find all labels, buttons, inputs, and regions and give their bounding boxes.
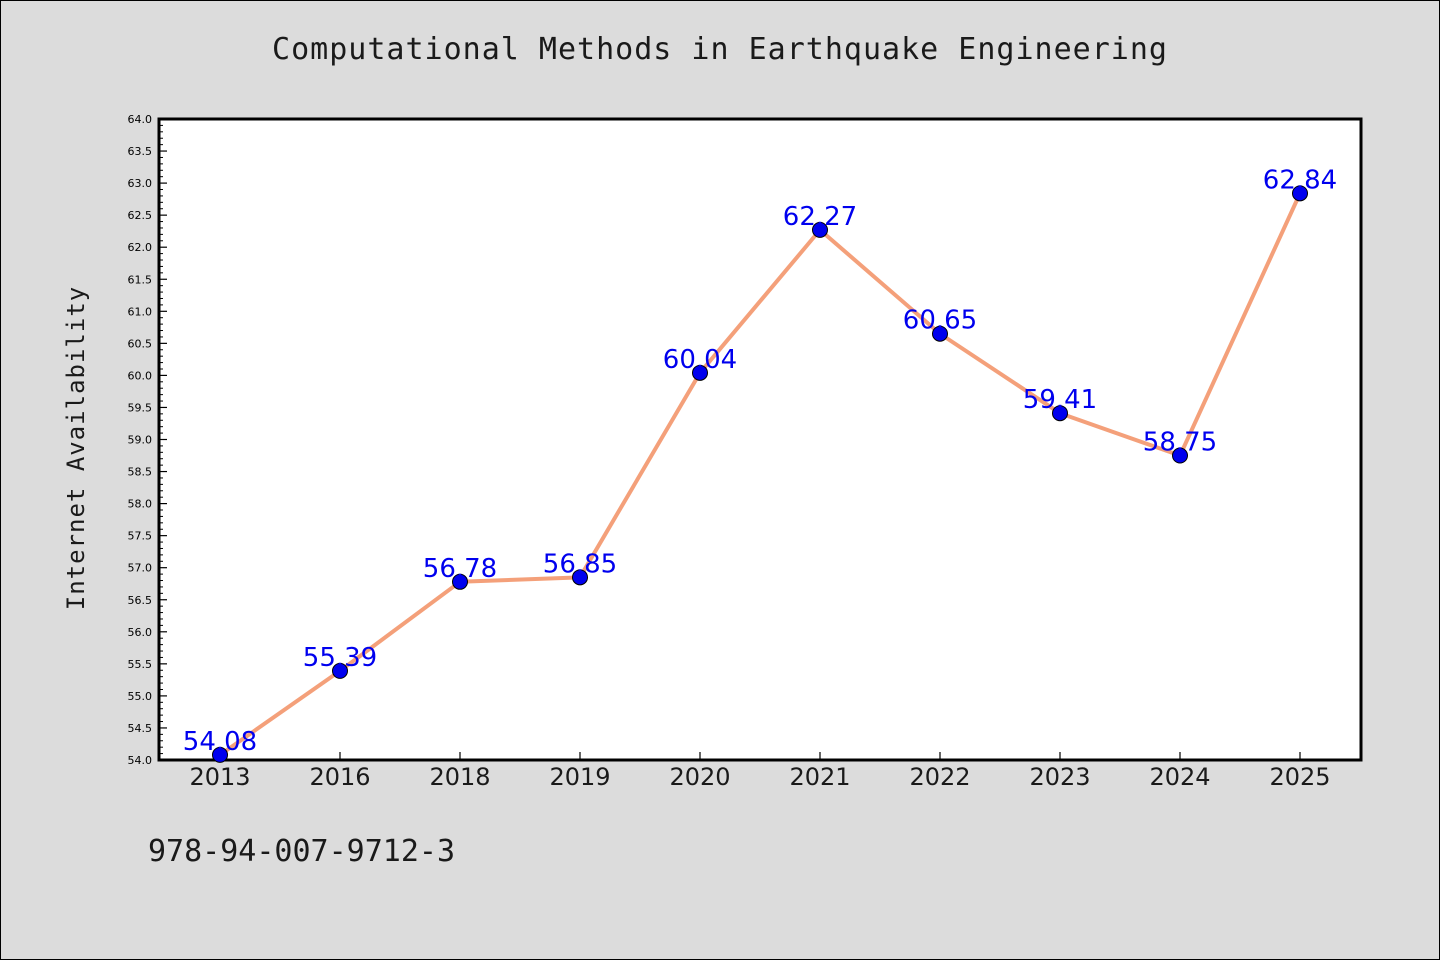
data-label: 62.27 <box>783 202 857 232</box>
data-point <box>1052 405 1068 422</box>
data-label: 55.39 <box>303 643 377 673</box>
y-tick-label: 54.0 <box>128 754 153 767</box>
data-point <box>452 573 468 590</box>
data-markers <box>212 185 1308 763</box>
y-tick-label: 64.0 <box>128 113 153 126</box>
series-line <box>218 192 1302 757</box>
y-tick-label: 58.5 <box>128 466 153 479</box>
y-tick-label: 56.0 <box>128 626 153 639</box>
data-label: 54.08 <box>183 727 257 757</box>
data-label: 58.75 <box>1143 428 1217 458</box>
data-label: 60.04 <box>663 345 737 375</box>
data-point <box>1172 447 1188 464</box>
data-labels: 54.08 55.39 56.78 56.85 60.04 62.27 60.65 59.41… <box>183 165 1337 757</box>
y-tick-label: 57.5 <box>128 530 153 543</box>
y-tick-label: 61.0 <box>128 305 153 318</box>
y-tick-label: 62.0 <box>128 241 153 254</box>
x-tick-label: 2019 <box>549 763 610 791</box>
y-tick-label: 54.5 <box>128 722 153 735</box>
x-axis-ticks: 2013 2016 2018 2019 2020 2021 2022 2023 2024 2025 <box>189 752 1331 791</box>
data-label: 60.65 <box>903 306 977 336</box>
data-point <box>812 221 828 238</box>
x-tick-label: 2016 <box>309 763 370 791</box>
x-tick-label: 2023 <box>1029 763 1090 791</box>
data-label: 59.41 <box>1023 385 1097 415</box>
y-tick-label: 59.5 <box>128 401 153 414</box>
y-tick-label: 61.5 <box>128 273 153 286</box>
x-tick-label: 2022 <box>909 763 970 791</box>
data-point <box>332 662 348 679</box>
y-tick-label: 55.5 <box>128 658 153 671</box>
data-point <box>212 746 228 763</box>
x-tick-label: 2024 <box>1149 763 1210 791</box>
isbn-text: 978-94-007-9712-3 <box>148 834 456 869</box>
y-tick-label: 63.5 <box>128 145 153 158</box>
data-point <box>932 325 948 342</box>
y-tick-label: 62.5 <box>128 209 153 222</box>
data-label: 62.84 <box>1263 165 1337 195</box>
data-point <box>572 569 588 586</box>
y-tick-label: 60.0 <box>128 369 153 382</box>
data-label: 56.85 <box>543 549 617 579</box>
data-label: 56.78 <box>423 554 497 584</box>
y-axis-ticks: 54.0 54.5 55.0 55.5 56.0 56.5 57.0 57.5 58.0 58.5… <box>128 113 167 767</box>
x-tick-label: 2025 <box>1269 763 1330 791</box>
x-tick-label: 2018 <box>429 763 490 791</box>
x-tick-label: 2020 <box>669 763 730 791</box>
y-tick-label: 59.0 <box>128 434 153 447</box>
y-tick-label: 58.0 <box>128 498 153 511</box>
y-tick-label: 55.0 <box>128 690 153 703</box>
x-tick-label: 2021 <box>789 763 850 791</box>
plot-area <box>157 117 1363 762</box>
y-tick-label: 63.0 <box>128 177 153 190</box>
chart-title: Computational Methods in Earthquake Engi… <box>272 32 1168 67</box>
data-point <box>1292 185 1308 202</box>
y-tick-label: 60.5 <box>128 337 153 350</box>
y-tick-label: 57.0 <box>128 562 153 575</box>
y-tick-label: 56.5 <box>128 594 153 607</box>
data-point <box>692 364 708 381</box>
x-tick-label: 2013 <box>189 763 250 791</box>
